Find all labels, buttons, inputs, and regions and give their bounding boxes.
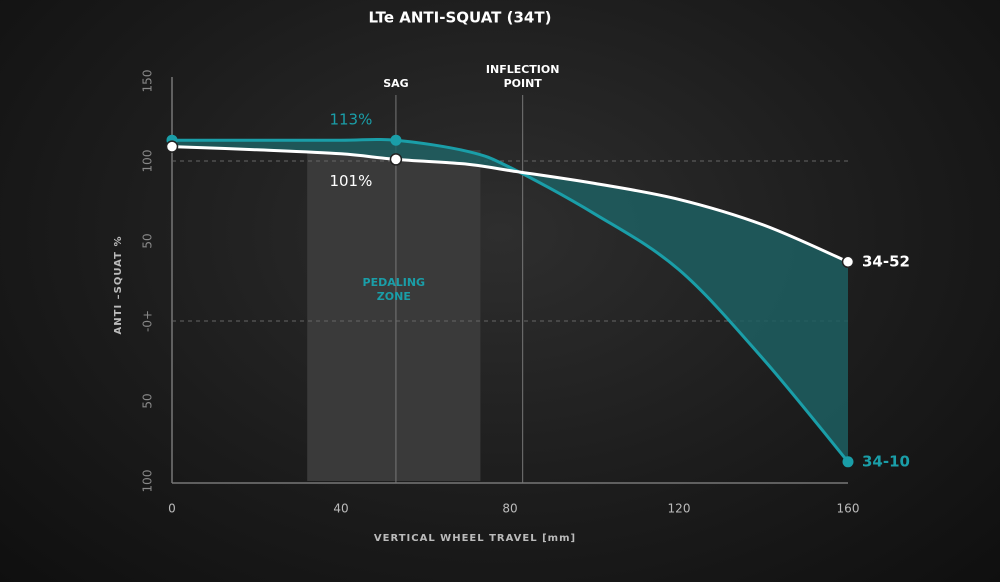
pedaling-zone xyxy=(307,150,481,481)
spread-fill xyxy=(172,139,848,462)
value-label: 113% xyxy=(329,111,372,129)
marker-label: INFLECTION POINT xyxy=(485,63,560,90)
marker-label: SAG xyxy=(383,77,409,90)
point xyxy=(841,255,855,269)
x-tick-label: 40 xyxy=(333,502,348,516)
series-line xyxy=(171,137,850,463)
point xyxy=(390,134,402,146)
y-tick-label: 100 xyxy=(141,470,155,493)
x-tick-label: 80 xyxy=(502,502,517,516)
point xyxy=(842,456,854,468)
y-tick-label: 100 xyxy=(141,150,155,173)
point xyxy=(389,153,403,166)
x-axis-label: VERTICAL WHEEL TRAVEL [mm] xyxy=(374,533,576,544)
legend-label: 34-10 xyxy=(862,452,910,470)
y-axis-label: ANTI –SQUAT % xyxy=(113,236,124,335)
y-tick-label: 150 xyxy=(141,70,155,93)
x-tick-label: 0 xyxy=(168,502,176,516)
value-label: 101% xyxy=(329,172,372,190)
y-tick-label: 50 xyxy=(141,233,155,248)
x-tick-label: 120 xyxy=(668,502,691,516)
x-tick-label: 160 xyxy=(837,502,860,516)
zone-label: PEDALING ZONE xyxy=(362,276,426,303)
chart-title: LTe ANTI-SQUAT (34T) xyxy=(369,9,552,27)
point xyxy=(165,140,179,153)
y-tick-label: 50 xyxy=(141,393,155,408)
y-tick-label: -0+ xyxy=(141,310,155,332)
legend-label: 34-52 xyxy=(862,252,910,270)
series-line xyxy=(171,145,849,264)
